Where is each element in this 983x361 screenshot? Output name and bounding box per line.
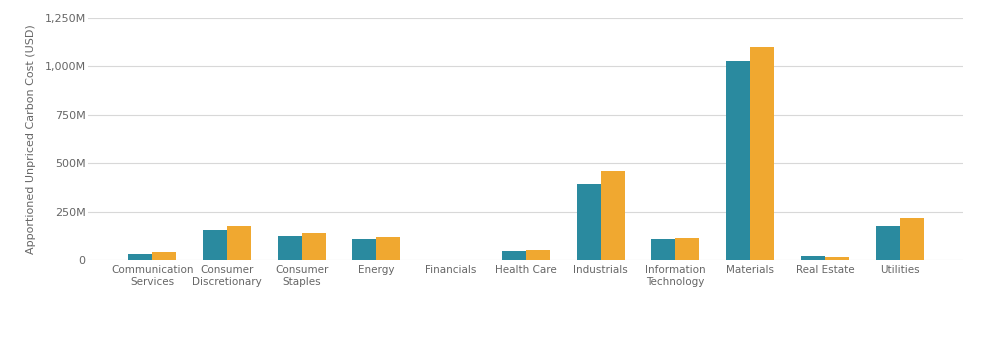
Bar — [227, 226, 251, 260]
Bar — [675, 238, 699, 260]
Bar — [353, 239, 376, 260]
Legend: Portfolio, Benchmark: Portfolio, Benchmark — [94, 358, 319, 361]
Bar — [652, 239, 675, 260]
Bar — [202, 230, 227, 260]
Bar — [876, 226, 899, 260]
Y-axis label: Apportioned Unpriced Carbon Cost (USD): Apportioned Unpriced Carbon Cost (USD) — [27, 24, 36, 254]
Bar — [899, 218, 924, 260]
Bar — [376, 237, 400, 260]
Bar — [825, 257, 849, 260]
Bar — [128, 254, 152, 260]
Bar — [601, 171, 624, 260]
Bar — [302, 233, 325, 260]
Bar — [801, 256, 825, 260]
Bar — [726, 61, 750, 260]
Bar — [278, 236, 302, 260]
Bar — [577, 184, 601, 260]
Bar — [152, 252, 176, 260]
Bar — [526, 250, 549, 260]
Bar — [750, 47, 774, 260]
Bar — [502, 251, 526, 260]
